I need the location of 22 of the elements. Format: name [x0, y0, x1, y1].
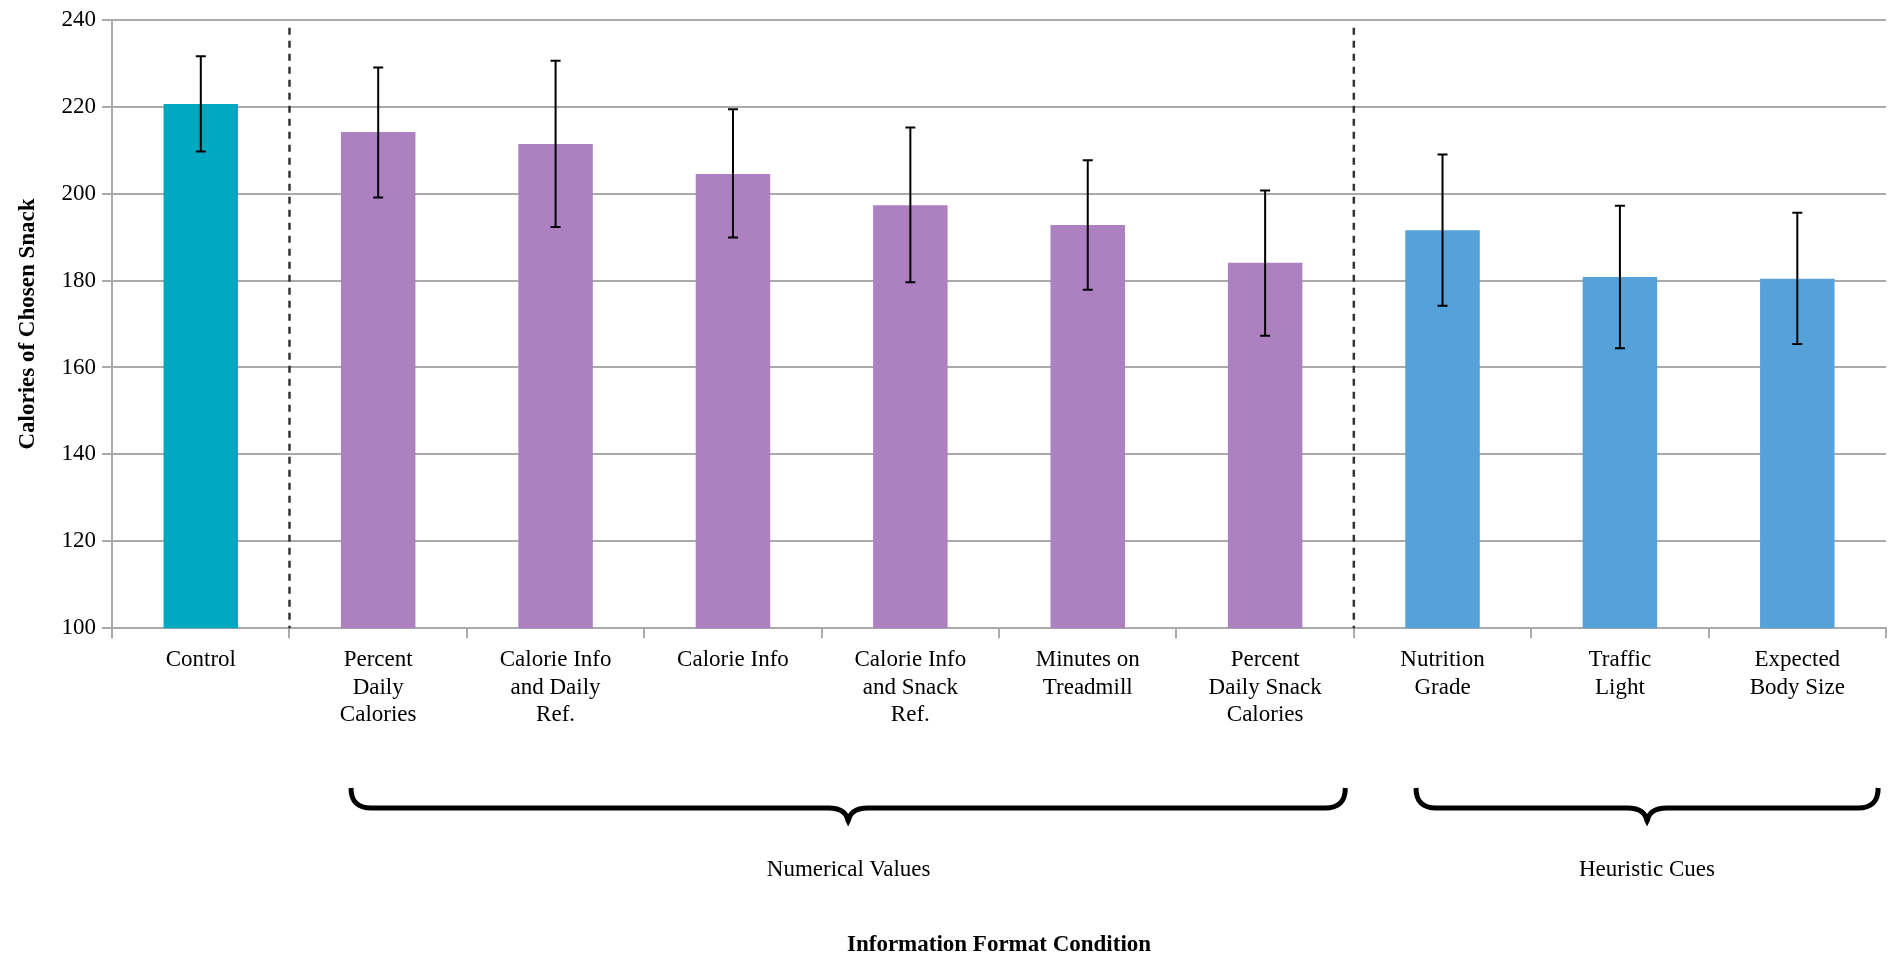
x-tick-label: Nutrition Grade — [1400, 646, 1486, 699]
x-tick-label: Expected Body Size — [1749, 646, 1845, 699]
x-tick-label: Control — [165, 646, 236, 672]
y-tick-label: 220 — [61, 92, 97, 118]
x-tick-label: Calorie Info — [677, 646, 789, 672]
text: Heuristic Cues — [1578, 856, 1715, 882]
text: Information Format Condition — [846, 930, 1152, 956]
y-axis-title: Calories of Chosen Snack — [13, 198, 39, 450]
y-tick-label: 100 — [61, 614, 97, 640]
y-tick-label: 140 — [61, 440, 97, 466]
y-tick-label: 180 — [61, 266, 97, 292]
x-tick-label: Calorie Info and Daily Ref. — [499, 646, 612, 727]
x-tick-label: Minutes on Treadmill — [1035, 646, 1141, 699]
x-tick-label: Calorie Info and Snack Ref. — [854, 646, 967, 727]
text: Numerical Values — [766, 856, 931, 882]
x-tick-label: Traffic Light — [1588, 646, 1652, 699]
y-tick-label: 200 — [61, 179, 97, 205]
x-tick-label: Percent Daily Snack Calories — [1208, 646, 1323, 727]
y-tick-label: 120 — [61, 527, 97, 553]
y-tick-label: 240 — [61, 5, 97, 31]
y-tick-label: 160 — [61, 353, 97, 379]
x-tick-label: Percent Daily Calories — [339, 646, 417, 727]
